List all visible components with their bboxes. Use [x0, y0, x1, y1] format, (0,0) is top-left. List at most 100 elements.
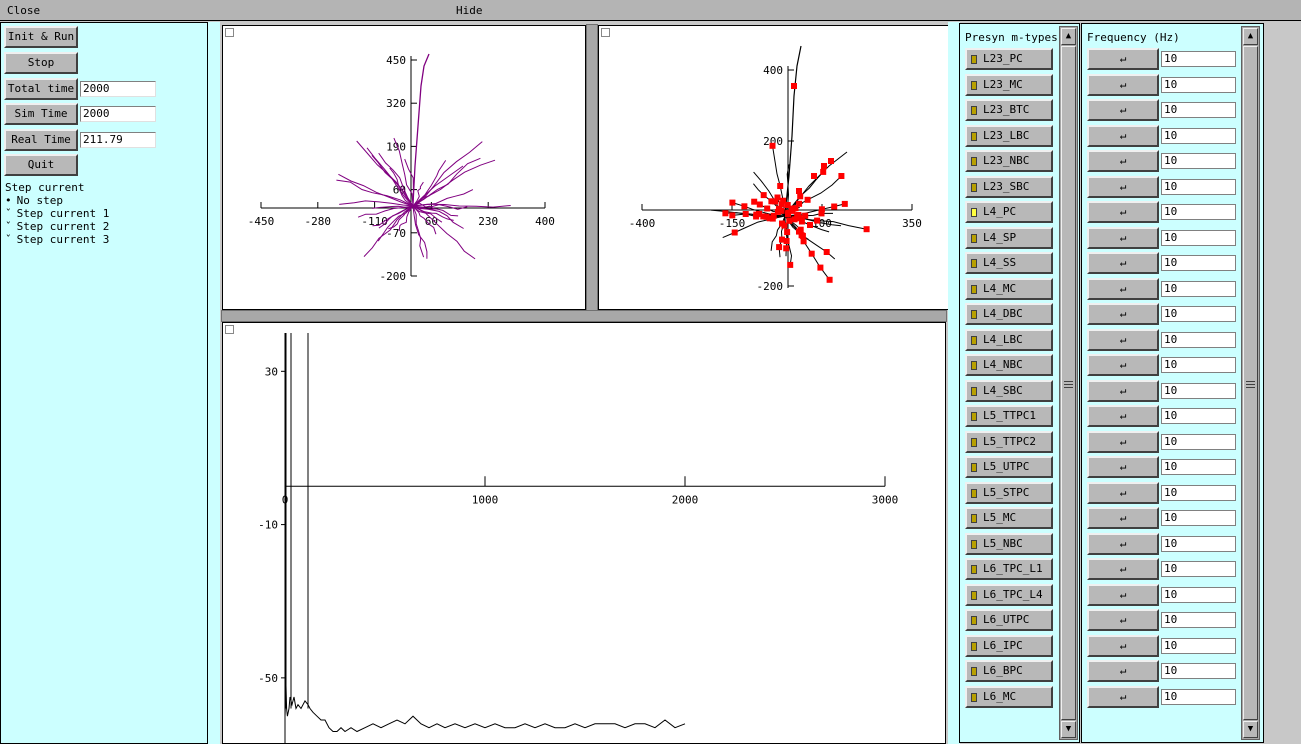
mtype-toggle-l5-stpc[interactable]: L5_STPC: [965, 481, 1053, 504]
mtype-toggle-l23-btc[interactable]: L23_BTC: [965, 99, 1053, 121]
enter-frequency-button[interactable]: ↵: [1087, 201, 1159, 223]
enter-frequency-button[interactable]: ↵: [1087, 685, 1159, 708]
mtype-toggle-l6-tpc-l4[interactable]: L6_TPC_L4: [965, 583, 1053, 606]
mtype-toggle-l4-sp[interactable]: L4_SP: [965, 226, 1053, 249]
enter-frequency-button[interactable]: ↵: [1087, 532, 1159, 555]
mtype-toggle-l23-mc[interactable]: L23_MC: [965, 73, 1053, 96]
frequency-field[interactable]: 10: [1161, 612, 1236, 628]
frequency-field[interactable]: 10: [1161, 255, 1236, 271]
frequency-field[interactable]: 10: [1161, 102, 1236, 118]
scroll-down-icon[interactable]: ▼: [1243, 721, 1258, 738]
scroll-thumb[interactable]: [1061, 46, 1076, 720]
frequency-scrollbar[interactable]: ▲ ▼: [1241, 26, 1260, 740]
mtype-toggle-l23-pc[interactable]: L23_PC: [965, 48, 1053, 70]
step-option[interactable]: ˇ Step current 1: [5, 207, 109, 220]
enter-frequency-button[interactable]: ↵: [1087, 150, 1159, 172]
mtype-toggle-l23-sbc[interactable]: L23_SBC: [965, 175, 1053, 198]
presyn-scrollbar[interactable]: ▲ ▼: [1059, 26, 1078, 740]
frequency-field[interactable]: 10: [1161, 459, 1236, 475]
enter-frequency-button[interactable]: ↵: [1087, 379, 1159, 402]
enter-frequency-button[interactable]: ↵: [1087, 303, 1159, 325]
frequency-field[interactable]: 10: [1161, 204, 1236, 220]
frequency-field[interactable]: 10: [1161, 663, 1236, 679]
enter-frequency-button[interactable]: ↵: [1087, 583, 1159, 606]
sim-time-button[interactable]: Sim Time: [4, 103, 78, 125]
mtype-toggle-l5-mc[interactable]: L5_MC: [965, 507, 1053, 529]
scroll-up-icon[interactable]: ▲: [1061, 28, 1076, 45]
step-option[interactable]: ˇ Step current 2: [5, 220, 109, 233]
pane-divider-horizontal[interactable]: [221, 310, 947, 322]
mtype-toggle-l4-nbc[interactable]: L4_NBC: [965, 354, 1053, 376]
pane-divider-vertical[interactable]: [586, 24, 598, 311]
scroll-down-icon[interactable]: ▼: [1061, 721, 1076, 738]
frequency-field[interactable]: 10: [1161, 484, 1236, 501]
frequency-field[interactable]: 10: [1161, 331, 1236, 348]
step-option[interactable]: • No step: [5, 194, 63, 207]
frequency-field[interactable]: 10: [1161, 637, 1236, 654]
pane-menu-box[interactable]: [225, 28, 234, 37]
frequency-field[interactable]: 10: [1161, 382, 1236, 399]
enter-frequency-button[interactable]: ↵: [1087, 405, 1159, 427]
enter-frequency-button[interactable]: ↵: [1087, 456, 1159, 478]
frequency-field[interactable]: 10: [1161, 433, 1236, 450]
pane-menu-box[interactable]: [601, 28, 610, 37]
mtype-toggle-l5-ttpc1[interactable]: L5_TTPC1: [965, 405, 1053, 427]
pane-menu-box[interactable]: [225, 325, 234, 334]
enter-frequency-button[interactable]: ↵: [1087, 430, 1159, 453]
enter-frequency-button[interactable]: ↵: [1087, 99, 1159, 121]
frequency-field[interactable]: 10: [1161, 408, 1236, 424]
enter-frequency-button[interactable]: ↵: [1087, 507, 1159, 529]
scroll-thumb[interactable]: [1243, 46, 1258, 720]
mtype-toggle-l4-lbc[interactable]: L4_LBC: [965, 328, 1053, 351]
frequency-field[interactable]: 10: [1161, 688, 1236, 705]
mtype-toggle-l4-ss[interactable]: L4_SS: [965, 252, 1053, 274]
frequency-field[interactable]: 10: [1161, 178, 1236, 195]
mtype-toggle-l6-utpc[interactable]: L6_UTPC: [965, 609, 1053, 631]
enter-frequency-button[interactable]: ↵: [1087, 354, 1159, 376]
frequency-field[interactable]: 10: [1161, 127, 1236, 144]
frequency-field[interactable]: 10: [1161, 586, 1236, 603]
total-time-field[interactable]: 2000: [80, 81, 156, 97]
enter-frequency-button[interactable]: ↵: [1087, 226, 1159, 249]
enter-frequency-button[interactable]: ↵: [1087, 175, 1159, 198]
scroll-up-icon[interactable]: ▲: [1243, 28, 1258, 45]
enter-frequency-button[interactable]: ↵: [1087, 124, 1159, 147]
enter-frequency-button[interactable]: ↵: [1087, 660, 1159, 682]
mtype-toggle-l4-dbc[interactable]: L4_DBC: [965, 303, 1053, 325]
init-run-button[interactable]: Init & Run: [4, 26, 78, 48]
sim-time-field[interactable]: 2000: [80, 106, 156, 122]
frequency-field[interactable]: 10: [1161, 51, 1236, 67]
frequency-field[interactable]: 10: [1161, 306, 1236, 322]
stop-button[interactable]: Stop: [4, 52, 78, 74]
mtype-toggle-l6-ipc[interactable]: L6_IPC: [965, 634, 1053, 657]
enter-frequency-button[interactable]: ↵: [1087, 609, 1159, 631]
total-time-button[interactable]: Total time: [4, 78, 78, 100]
frequency-field[interactable]: 10: [1161, 535, 1236, 552]
frequency-field[interactable]: 10: [1161, 76, 1236, 93]
enter-frequency-button[interactable]: ↵: [1087, 558, 1159, 580]
enter-frequency-button[interactable]: ↵: [1087, 252, 1159, 274]
frequency-field[interactable]: 10: [1161, 229, 1236, 246]
enter-frequency-button[interactable]: ↵: [1087, 277, 1159, 300]
mtype-toggle-l23-lbc[interactable]: L23_LBC: [965, 124, 1053, 147]
enter-frequency-button[interactable]: ↵: [1087, 328, 1159, 351]
mtype-toggle-l4-mc[interactable]: L4_MC: [965, 277, 1053, 300]
mtype-toggle-l6-bpc[interactable]: L6_BPC: [965, 660, 1053, 682]
frequency-field[interactable]: 10: [1161, 280, 1236, 297]
mtype-toggle-l5-utpc[interactable]: L5_UTPC: [965, 456, 1053, 478]
mtype-toggle-l5-nbc[interactable]: L5_NBC: [965, 532, 1053, 555]
mtype-toggle-l6-tpc-l1[interactable]: L6_TPC_L1: [965, 558, 1053, 580]
frequency-field[interactable]: 10: [1161, 561, 1236, 577]
mtype-toggle-l5-ttpc2[interactable]: L5_TTPC2: [965, 430, 1053, 453]
close-button[interactable]: Close: [7, 4, 41, 17]
mtype-toggle-l6-mc[interactable]: L6_MC: [965, 685, 1053, 708]
quit-button[interactable]: Quit: [4, 154, 78, 176]
hide-button[interactable]: Hide: [456, 4, 483, 17]
enter-frequency-button[interactable]: ↵: [1087, 481, 1159, 504]
frequency-field[interactable]: 10: [1161, 510, 1236, 526]
enter-frequency-button[interactable]: ↵: [1087, 73, 1159, 96]
frequency-field[interactable]: 10: [1161, 357, 1236, 373]
enter-frequency-button[interactable]: ↵: [1087, 48, 1159, 70]
mtype-toggle-l4-sbc[interactable]: L4_SBC: [965, 379, 1053, 402]
mtype-toggle-l4-pc[interactable]: L4_PC: [965, 201, 1053, 223]
